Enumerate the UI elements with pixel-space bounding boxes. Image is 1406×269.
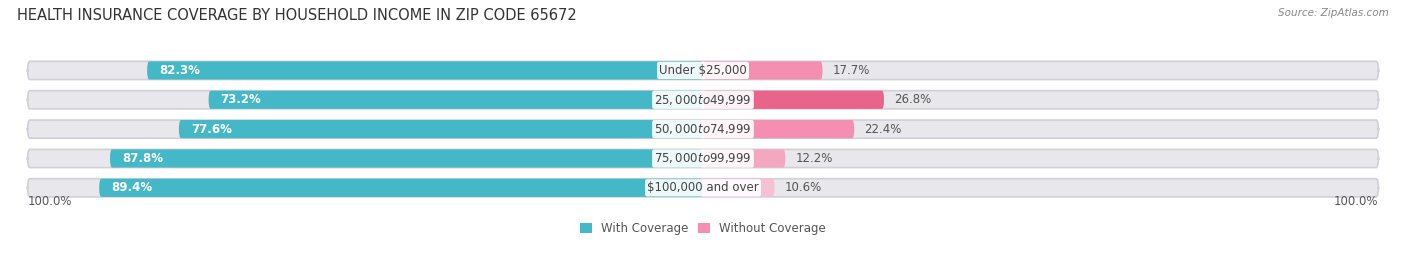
FancyBboxPatch shape bbox=[703, 120, 855, 138]
FancyBboxPatch shape bbox=[703, 91, 884, 109]
FancyBboxPatch shape bbox=[28, 179, 1378, 197]
FancyBboxPatch shape bbox=[179, 120, 703, 138]
Text: Source: ZipAtlas.com: Source: ZipAtlas.com bbox=[1278, 8, 1389, 18]
FancyBboxPatch shape bbox=[703, 61, 823, 80]
Text: HEALTH INSURANCE COVERAGE BY HOUSEHOLD INCOME IN ZIP CODE 65672: HEALTH INSURANCE COVERAGE BY HOUSEHOLD I… bbox=[17, 8, 576, 23]
Text: 10.6%: 10.6% bbox=[785, 181, 823, 194]
Text: $25,000 to $49,999: $25,000 to $49,999 bbox=[654, 93, 752, 107]
FancyBboxPatch shape bbox=[703, 179, 775, 197]
Legend: With Coverage, Without Coverage: With Coverage, Without Coverage bbox=[575, 217, 831, 239]
Text: 17.7%: 17.7% bbox=[832, 64, 870, 77]
Text: 89.4%: 89.4% bbox=[111, 181, 152, 194]
Text: 87.8%: 87.8% bbox=[122, 152, 163, 165]
Text: 73.2%: 73.2% bbox=[221, 93, 262, 106]
Text: 22.4%: 22.4% bbox=[865, 123, 901, 136]
Text: 100.0%: 100.0% bbox=[1334, 195, 1378, 208]
Text: 12.2%: 12.2% bbox=[796, 152, 832, 165]
FancyBboxPatch shape bbox=[28, 91, 1378, 109]
FancyBboxPatch shape bbox=[28, 120, 1378, 138]
Text: Under $25,000: Under $25,000 bbox=[659, 64, 747, 77]
Text: 100.0%: 100.0% bbox=[28, 195, 72, 208]
Text: $50,000 to $74,999: $50,000 to $74,999 bbox=[654, 122, 752, 136]
Text: $75,000 to $99,999: $75,000 to $99,999 bbox=[654, 151, 752, 165]
Text: 77.6%: 77.6% bbox=[191, 123, 232, 136]
FancyBboxPatch shape bbox=[208, 91, 703, 109]
FancyBboxPatch shape bbox=[28, 61, 1378, 80]
Text: $100,000 and over: $100,000 and over bbox=[647, 181, 759, 194]
Text: 26.8%: 26.8% bbox=[894, 93, 931, 106]
FancyBboxPatch shape bbox=[110, 149, 703, 168]
FancyBboxPatch shape bbox=[703, 149, 786, 168]
FancyBboxPatch shape bbox=[148, 61, 703, 80]
FancyBboxPatch shape bbox=[100, 179, 703, 197]
FancyBboxPatch shape bbox=[28, 149, 1378, 168]
Text: 82.3%: 82.3% bbox=[159, 64, 200, 77]
